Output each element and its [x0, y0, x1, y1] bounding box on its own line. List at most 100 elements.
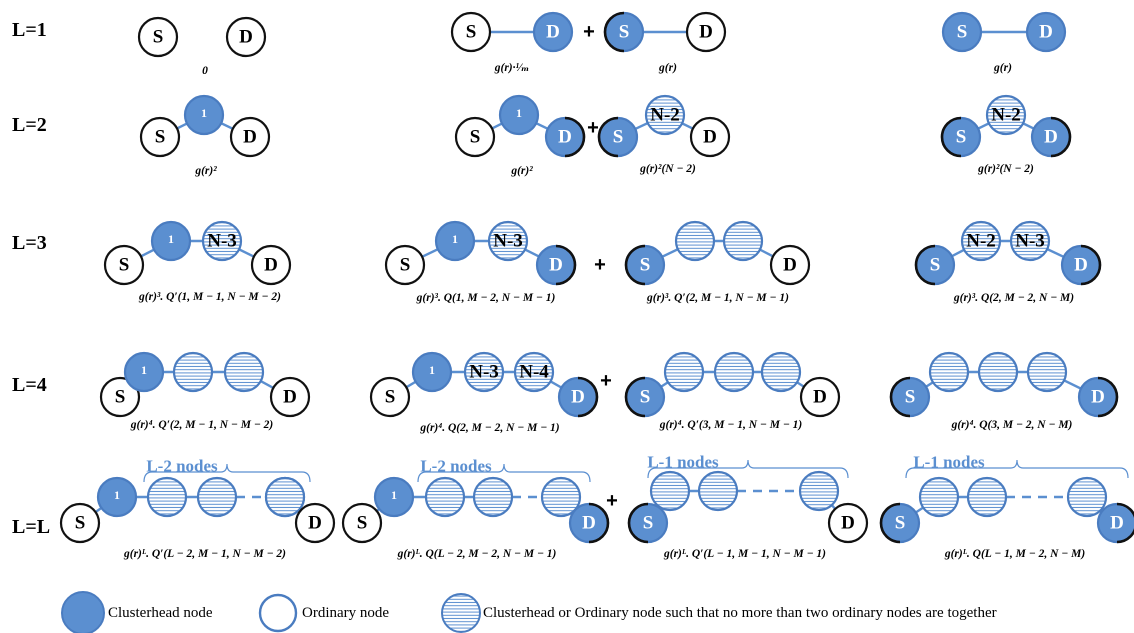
- l2-nodes-1-brace: [143, 463, 311, 483]
- hatched-node: [928, 351, 970, 393]
- node-label: S: [155, 127, 166, 148]
- clusterhead-node: D: [568, 502, 610, 544]
- hatched-node: [264, 476, 306, 518]
- node-label: D: [813, 387, 827, 408]
- l2-nodes-1-label: L-2 nodes: [146, 457, 218, 476]
- clusterhead-node: 1: [434, 220, 476, 262]
- formula-3-2: g(r)³. Q(1, M − 2, N − M − 1): [416, 292, 556, 304]
- clusterhead-node: D: [1077, 376, 1119, 418]
- plus-sign: +: [583, 21, 595, 43]
- formula-2-3: g(r)²(N − 2): [639, 163, 696, 175]
- node-label: N-3: [469, 362, 499, 383]
- ordinary-node: D: [225, 16, 267, 58]
- clusterhead-node: S: [940, 116, 982, 158]
- ordinary-node: D: [269, 376, 311, 418]
- formula-2-4: g(r)²(N − 2): [977, 163, 1034, 175]
- clusterhead-node: S: [597, 116, 639, 158]
- hatched-node: [472, 476, 514, 518]
- formula-4-2: g(r)⁴. Q(2, M − 2, N − M − 1): [419, 422, 559, 434]
- node-label: S: [119, 255, 130, 276]
- hatched-node: N-3: [463, 351, 505, 393]
- node-label: D: [243, 127, 257, 148]
- node-label: D: [1044, 127, 1058, 148]
- node-label: S: [957, 22, 968, 43]
- node-label: S: [385, 387, 396, 408]
- ordinary-node: D: [827, 502, 869, 544]
- ordinary-node: D: [799, 376, 841, 418]
- node-label: D: [558, 127, 572, 148]
- hatched-node: [223, 351, 265, 393]
- node-label: D: [783, 255, 797, 276]
- formula-1-2: g(r)·¹⁄ₘ: [494, 62, 530, 74]
- node-label: S: [400, 255, 411, 276]
- node-label: D: [1074, 255, 1088, 276]
- hatched-node: [540, 476, 582, 518]
- node-label: D: [1091, 387, 1105, 408]
- legend-clusterhead-label: Clusterhead node: [108, 605, 213, 621]
- node-label: D: [549, 255, 563, 276]
- legend-hatched-label: Clusterhead or Ordinary node such that n…: [483, 605, 997, 621]
- formula-4-4: g(r)⁴. Q(3, M − 2, N − M): [951, 419, 1073, 431]
- node-label: S: [153, 27, 164, 48]
- node-label: D: [308, 513, 322, 534]
- node-label: S: [930, 255, 941, 276]
- node-label: 1: [391, 488, 397, 502]
- clusterhead-node: S: [914, 244, 956, 286]
- node-label: S: [466, 22, 477, 43]
- hatched-node: [798, 470, 840, 512]
- hatched-node: [977, 351, 1019, 393]
- node-label: D: [699, 22, 713, 43]
- hatched-node: [713, 351, 755, 393]
- legend-hatched-icon: [441, 593, 481, 633]
- node-label: S: [75, 513, 86, 534]
- node-label: 1: [452, 232, 458, 246]
- l1-nodes-2-label: L-1 nodes: [913, 453, 985, 472]
- ordinary-node: S: [450, 11, 492, 53]
- node-label: D: [546, 22, 560, 43]
- hatched-node: [172, 351, 214, 393]
- node-label: D: [582, 513, 596, 534]
- node-label: 1: [201, 106, 207, 120]
- node-label: S: [470, 127, 481, 148]
- node-label: S: [640, 255, 651, 276]
- clusterhead-node: 1: [498, 94, 540, 136]
- hatched-node: [966, 476, 1008, 518]
- clusterhead-node: D: [1025, 11, 1067, 53]
- ordinary-node: S: [103, 244, 145, 286]
- clusterhead-node: 1: [96, 476, 138, 518]
- clusterhead-node: 1: [411, 351, 453, 393]
- l2-nodes-2-brace: [417, 463, 591, 483]
- clusterhead-node: S: [624, 244, 666, 286]
- hatched-node: N-2: [985, 94, 1027, 136]
- formula-2-1: g(r)²: [194, 165, 217, 177]
- hatched-node: [722, 220, 764, 262]
- node-label: D: [703, 127, 717, 148]
- plus-sign: +: [600, 370, 612, 392]
- formula-1-3: g(r): [658, 62, 677, 74]
- hatched-node: N-3: [487, 220, 529, 262]
- l1-nodes-2-brace: [905, 459, 1129, 479]
- node-label: D: [264, 255, 278, 276]
- plus-sign: +: [587, 117, 599, 139]
- ordinary-node: D: [685, 11, 727, 53]
- clusterhead-node: 1: [373, 476, 415, 518]
- node-label: 1: [141, 363, 147, 377]
- ordinary-node: D: [294, 502, 336, 544]
- hatched-node: [663, 351, 705, 393]
- node-label: S: [619, 22, 630, 43]
- formula-4-3: g(r)⁴. Q′(3, M − 1, N − M − 1): [659, 419, 803, 431]
- node-label: 1: [516, 106, 522, 120]
- formula-5-2: g(r)ᴸ. Q(L − 2, M − 2, N − M − 1): [397, 548, 557, 560]
- node-label: D: [1110, 513, 1124, 534]
- clusterhead-node: D: [557, 376, 599, 418]
- legend-ordinary-icon: [258, 593, 298, 633]
- formula-3-3: g(r)³. Q′(2, M − 1, N − M − 1): [646, 292, 789, 304]
- clusterhead-node: S: [603, 11, 645, 53]
- node-label: D: [283, 387, 297, 408]
- node-label: S: [895, 513, 906, 534]
- clusterhead-node: S: [627, 502, 669, 544]
- ordinary-node: S: [341, 502, 383, 544]
- hatched-node: N-3: [201, 220, 243, 262]
- plus-sign: +: [594, 254, 606, 276]
